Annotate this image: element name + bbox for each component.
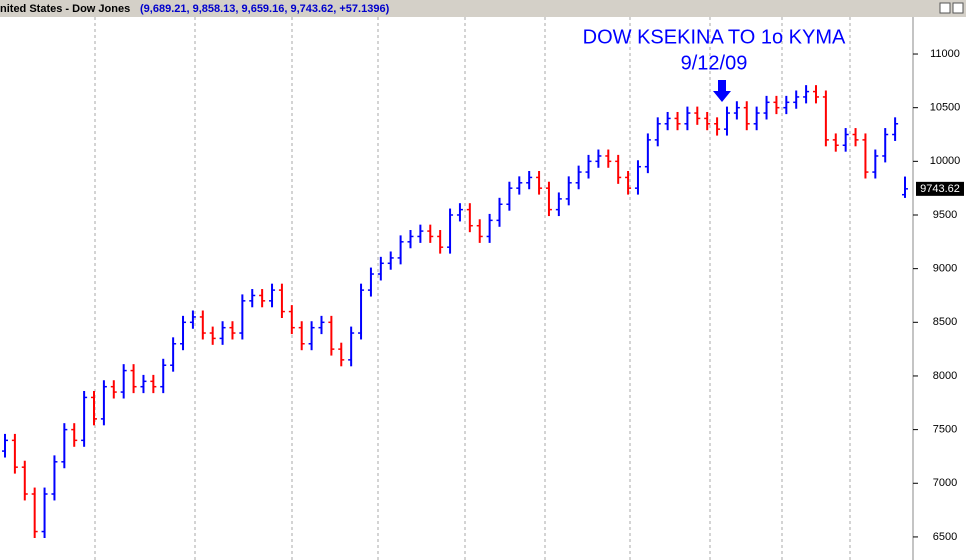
- last-price-box: [916, 181, 964, 196]
- y-tick-label: 7500: [933, 424, 957, 436]
- y-tick-label: 10500: [930, 102, 961, 114]
- close-button[interactable]: [952, 2, 964, 14]
- header-bar: [0, 0, 966, 17]
- header-quote: (9,689.21, 9,858.13, 9,659.16, 9,743.62,…: [140, 3, 390, 15]
- annotation-arrow: [713, 80, 731, 102]
- y-tick-label: 9000: [933, 263, 957, 275]
- y-tick-label: 6500: [933, 531, 957, 543]
- y-tick-label: 8000: [933, 370, 957, 382]
- last-price-label: 9743.62: [920, 183, 960, 195]
- y-tick-label: 7000: [933, 477, 957, 489]
- header-title: nited States - Dow Jones: [0, 3, 130, 15]
- y-tick-label: 8500: [933, 316, 957, 328]
- y-tick-label: 10000: [930, 155, 961, 167]
- annotation: DOW KSEKINA TO 1o KYMA: [583, 26, 846, 48]
- y-tick-label: 9500: [933, 209, 957, 221]
- restore-button[interactable]: [939, 2, 951, 14]
- y-tick-label: 11000: [930, 48, 960, 60]
- annotation: 9/12/09: [681, 52, 748, 74]
